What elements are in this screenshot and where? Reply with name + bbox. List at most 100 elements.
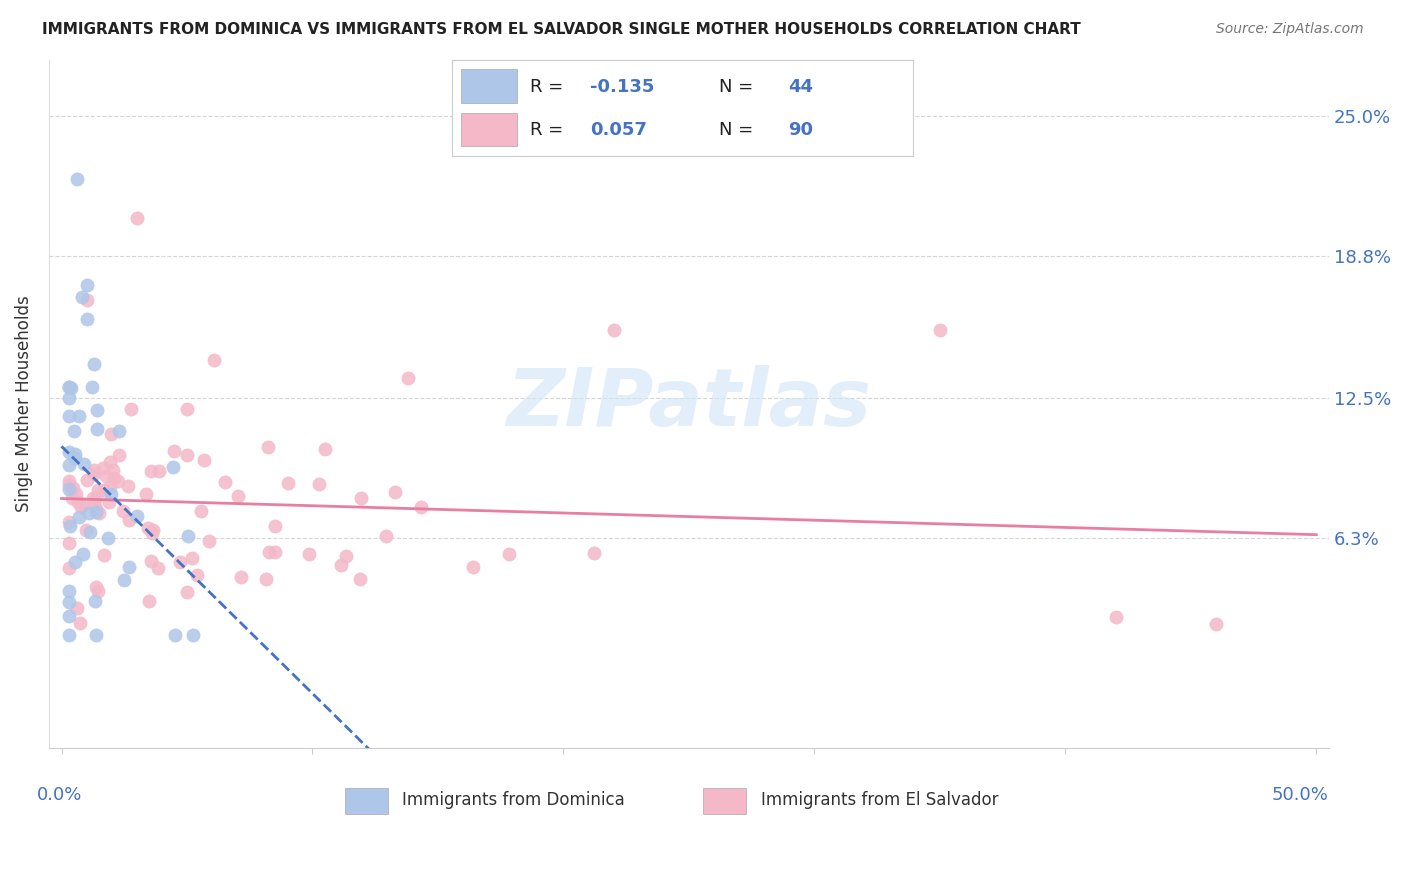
Point (84, 505, 107, 519)
Point (58, 560, 80, 574)
Point (62, 481, 84, 495)
Point (58, 458, 80, 472)
Point (58, 609, 80, 624)
Point (93, 483, 115, 497)
Point (118, 513, 141, 527)
Point (375, 528, 398, 542)
Point (298, 547, 321, 561)
Point (100, 427, 122, 442)
Point (928, 323, 950, 337)
Point (98, 455, 121, 469)
Point (58, 380, 80, 394)
Point (79, 524, 101, 539)
Point (70, 289, 93, 303)
Point (277, 475, 299, 490)
Point (76, 473, 98, 487)
Text: 0.0%: 0.0% (37, 786, 82, 804)
Point (75, 524, 97, 538)
Point (314, 442, 336, 457)
Point (83, 496, 105, 510)
Point (350, 491, 373, 505)
Text: 50.0%: 50.0% (1272, 786, 1329, 804)
Point (177, 529, 200, 543)
Point (335, 549, 357, 564)
Point (59, 381, 82, 395)
Point (125, 211, 148, 225)
Point (257, 545, 280, 559)
Point (84, 501, 107, 516)
Point (66, 601, 89, 615)
Point (169, 555, 191, 569)
Point (69, 615, 91, 630)
Text: ZIPatlas: ZIPatlas (506, 365, 872, 442)
Point (602, 323, 624, 337)
Point (138, 594, 160, 608)
Y-axis label: Single Mother Households: Single Mother Households (15, 295, 32, 512)
Point (142, 523, 165, 537)
Point (87, 483, 110, 497)
Point (66, 494, 89, 508)
Point (58, 595, 80, 609)
Point (58, 474, 80, 488)
Text: Source: ZipAtlas.com: Source: ZipAtlas.com (1216, 22, 1364, 37)
Point (263, 545, 285, 559)
Point (176, 402, 198, 417)
Point (86, 584, 108, 599)
Point (80, 380, 103, 394)
Point (583, 546, 606, 560)
Point (86, 422, 108, 436)
Point (83, 357, 105, 371)
Point (82, 491, 104, 505)
Point (58, 409, 80, 423)
Point (103, 470, 125, 484)
Point (67, 409, 90, 423)
Point (103, 463, 125, 477)
Point (384, 485, 406, 500)
Point (127, 509, 149, 524)
Point (65, 487, 87, 501)
Point (93, 548, 115, 562)
Point (108, 448, 131, 462)
Point (83, 463, 105, 477)
Point (72, 547, 94, 561)
Point (76, 293, 98, 307)
Point (63, 447, 86, 461)
Point (183, 628, 205, 642)
Point (100, 487, 122, 501)
Point (58, 515, 80, 529)
Point (214, 475, 236, 489)
Point (163, 443, 186, 458)
Point (84, 490, 107, 504)
Point (198, 534, 221, 549)
Point (86, 402, 108, 417)
Point (180, 550, 202, 565)
Point (176, 448, 198, 462)
Point (84, 594, 107, 608)
Point (87, 506, 110, 520)
Point (91, 461, 114, 475)
Point (77, 507, 100, 521)
Point (498, 547, 520, 561)
Point (163, 628, 186, 642)
Point (58, 444, 80, 458)
Point (84, 580, 107, 594)
Point (73, 457, 96, 471)
Point (135, 486, 157, 500)
Point (349, 573, 371, 587)
Point (72, 497, 94, 511)
Point (396, 371, 419, 385)
Point (63, 450, 86, 465)
Point (330, 558, 353, 573)
Point (67, 510, 90, 524)
Point (139, 464, 162, 478)
Point (58, 583, 80, 598)
Point (59, 519, 82, 533)
Point (65, 172, 87, 186)
Point (190, 504, 212, 518)
Point (120, 401, 142, 416)
Point (70, 500, 93, 515)
Point (76, 312, 98, 326)
Point (97, 531, 120, 545)
Point (58, 478, 80, 492)
Point (146, 561, 169, 575)
